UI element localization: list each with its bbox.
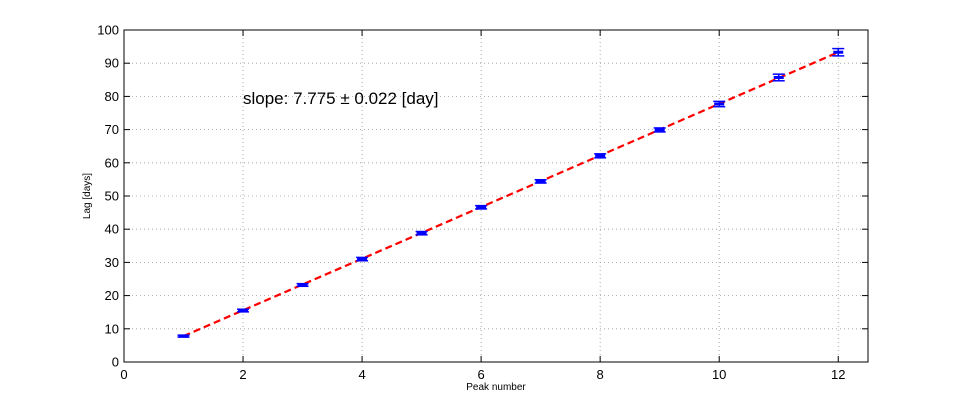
y-tick-label: 100 xyxy=(97,23,119,38)
x-tick-label: 0 xyxy=(120,367,127,382)
y-tick-label: 40 xyxy=(105,222,119,237)
y-axis-label: Lag [days] xyxy=(82,173,93,219)
x-tick-label: 8 xyxy=(597,367,604,382)
data-point xyxy=(475,204,488,210)
y-tick-label: 10 xyxy=(105,321,119,336)
x-tick-label: 2 xyxy=(239,367,246,382)
slope-annotation: slope: 7.775 ± 0.022 [day] xyxy=(243,89,439,108)
y-tick-label: 50 xyxy=(105,189,119,204)
fit-line xyxy=(183,51,839,338)
data-point xyxy=(594,153,607,159)
x-tick-label: 6 xyxy=(478,367,485,382)
fit-line-layer xyxy=(183,51,839,338)
y-tick-label: 30 xyxy=(105,255,119,270)
x-tick-label: 10 xyxy=(712,367,726,382)
data-point xyxy=(237,308,250,313)
y-tick-label: 0 xyxy=(112,355,119,370)
data-point xyxy=(534,178,547,184)
data-point xyxy=(177,334,190,338)
data-point xyxy=(832,47,845,57)
x-tick-label: 12 xyxy=(831,367,845,382)
data-points-layer xyxy=(177,47,845,338)
y-tick-label: 70 xyxy=(105,122,119,137)
data-point xyxy=(713,100,726,108)
data-point xyxy=(356,256,369,262)
data-point xyxy=(772,73,785,82)
data-point xyxy=(296,282,309,288)
axis-ticks: 0 2 4 6 8 10 12 0 10 20 30 40 50 60 70 80 90 100 xyxy=(97,23,868,382)
y-tick-label: 80 xyxy=(105,89,119,104)
y-tick-label: 60 xyxy=(105,155,119,170)
data-point xyxy=(415,230,428,236)
grid xyxy=(124,30,868,362)
data-point xyxy=(653,127,666,133)
x-tick-label: 4 xyxy=(358,367,365,382)
y-tick-label: 90 xyxy=(105,56,119,71)
y-tick-label: 20 xyxy=(105,288,119,303)
x-axis-label: Peak number xyxy=(466,382,526,393)
